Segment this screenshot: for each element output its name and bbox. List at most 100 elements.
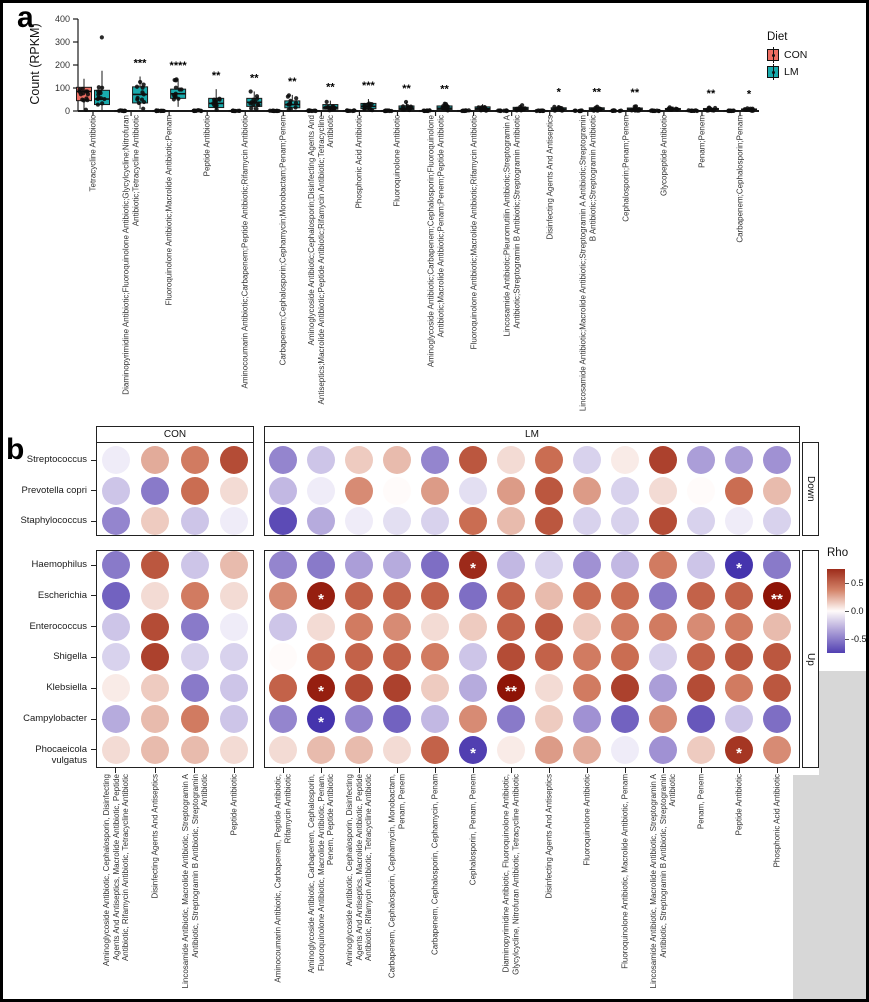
jitter-point: [230, 108, 235, 113]
panel-b-column-label: Disinfecting Agents And Antiseptics: [150, 774, 160, 899]
jitter-point: [96, 95, 101, 100]
jitter-point: [248, 89, 253, 94]
panel-b-column-label: Aminoglycoside Antibiotic, Cephalosporin…: [344, 774, 373, 967]
rho-dot: [345, 612, 373, 641]
rho-dot: [611, 643, 639, 672]
rho-dot: [383, 612, 411, 641]
panel-b-row-label: Escherichia: [37, 589, 87, 601]
jitter-point: [332, 107, 337, 112]
jitter-point: [80, 86, 85, 92]
rho-dot: [497, 612, 525, 641]
jitter-point: [385, 108, 390, 113]
rho-dot: [345, 476, 373, 505]
rho-dot: [345, 581, 373, 610]
jitter-point: [573, 108, 578, 113]
panel-a-category-label: Aminocoumarin Antibiotic;Carbapenem;Pept…: [240, 115, 250, 389]
jitter-point: [309, 108, 315, 114]
rho-dot: [497, 507, 525, 535]
rho-dot: [307, 551, 335, 579]
rho-dot: [383, 581, 411, 610]
jitter-point: [346, 108, 351, 113]
rho-dot: [421, 581, 449, 610]
y-axis-tick-label: 300: [55, 37, 70, 47]
con-legend-label: CON: [784, 49, 808, 61]
rho-dot: [141, 446, 170, 474]
column-tick: [320, 768, 322, 773]
rho-dot: [725, 674, 753, 703]
panel-b-column-label: Disinfecting Agents And Antiseptics: [544, 774, 554, 899]
rho-dot: [220, 476, 249, 505]
rho-dot: **: [763, 581, 791, 610]
rho-dot: [687, 674, 715, 703]
column-tick: [662, 768, 664, 773]
jitter-point: [369, 101, 374, 107]
panel-a-category-label: Penam;Penem: [697, 115, 707, 168]
panel-a-category-label: Lincosamide Antibiotic;Macrolide Antibio…: [578, 115, 597, 412]
jitter-point: [100, 101, 105, 106]
rho-dot: [459, 446, 487, 474]
rho-dot: [649, 581, 677, 610]
rho-dot: [180, 705, 209, 733]
rho-dot: [763, 476, 791, 505]
significance-stars: **: [631, 87, 640, 99]
rho-legend: Rho 0.5 0.0 -0.5: [827, 547, 866, 653]
rho-tick: [845, 583, 849, 584]
jitter-point: [99, 35, 104, 40]
rho-dot: [573, 507, 601, 535]
rho-dot: [220, 507, 249, 535]
panel-b-column-label: Aminocoumarin Antibiotic, Carbapenem, Pe…: [273, 774, 293, 983]
jitter-point: [370, 108, 375, 113]
jitter-point: [635, 107, 640, 112]
jitter-point: [693, 108, 698, 113]
significance-stars: *: [557, 86, 562, 98]
jitter-point: [403, 99, 409, 105]
rho-dot: [383, 551, 411, 579]
rho-dot: [383, 476, 411, 505]
jitter-point: [270, 108, 276, 113]
rho-dot: [180, 551, 209, 579]
column-tick: [776, 768, 778, 773]
column-tick: [194, 768, 196, 773]
rho-dot: [573, 476, 601, 505]
jitter-point: [534, 108, 539, 114]
rho-dot: [535, 612, 563, 641]
rho-dot: [573, 612, 601, 641]
panel-b-row-label: Phocaeicola vulgatus: [35, 743, 87, 766]
rho-dot: [459, 643, 487, 672]
jitter-point: [327, 105, 332, 110]
rho-dot: [345, 643, 373, 672]
rho-dot: *: [459, 551, 487, 579]
column-tick: [396, 768, 398, 773]
rho-dot: [535, 446, 563, 474]
rho-dot: [101, 674, 130, 703]
rho-dot: [611, 674, 639, 703]
rho-dot: [611, 507, 639, 535]
significance-stars: **: [326, 82, 335, 94]
rho-dot: [611, 735, 639, 764]
jitter-point: [705, 108, 710, 113]
rho-dot: [269, 551, 297, 579]
diet-legend: Diet CON LM: [767, 31, 807, 83]
rho-dot: [180, 674, 209, 703]
jitter-point: [141, 82, 146, 87]
row-tick: [91, 595, 96, 597]
rho-dot: [573, 674, 601, 703]
jitter-point: [83, 107, 89, 112]
rho-dot: [497, 581, 525, 610]
rho-dot: [649, 612, 677, 641]
jitter-point: [294, 96, 299, 101]
rho-dot: [141, 551, 170, 579]
jitter-point: [293, 105, 298, 110]
rho-dot: [101, 476, 130, 505]
jitter-point: [674, 106, 679, 112]
jitter-point: [443, 106, 448, 111]
rho-dot: [220, 581, 249, 610]
column-tick: [154, 768, 156, 773]
panel-a-category-label: Diaminopyrimidine Antibiotic;Fluoroquino…: [121, 115, 141, 395]
panel-b-column-label: Peptide Antibiotic: [734, 774, 744, 836]
rho-dot: [345, 551, 373, 579]
rho-dot: [141, 581, 170, 610]
row-tick: [91, 564, 96, 566]
panel-a-category-label: Lincosamide Antibiotic;Pleuromutilin Ant…: [502, 115, 521, 337]
